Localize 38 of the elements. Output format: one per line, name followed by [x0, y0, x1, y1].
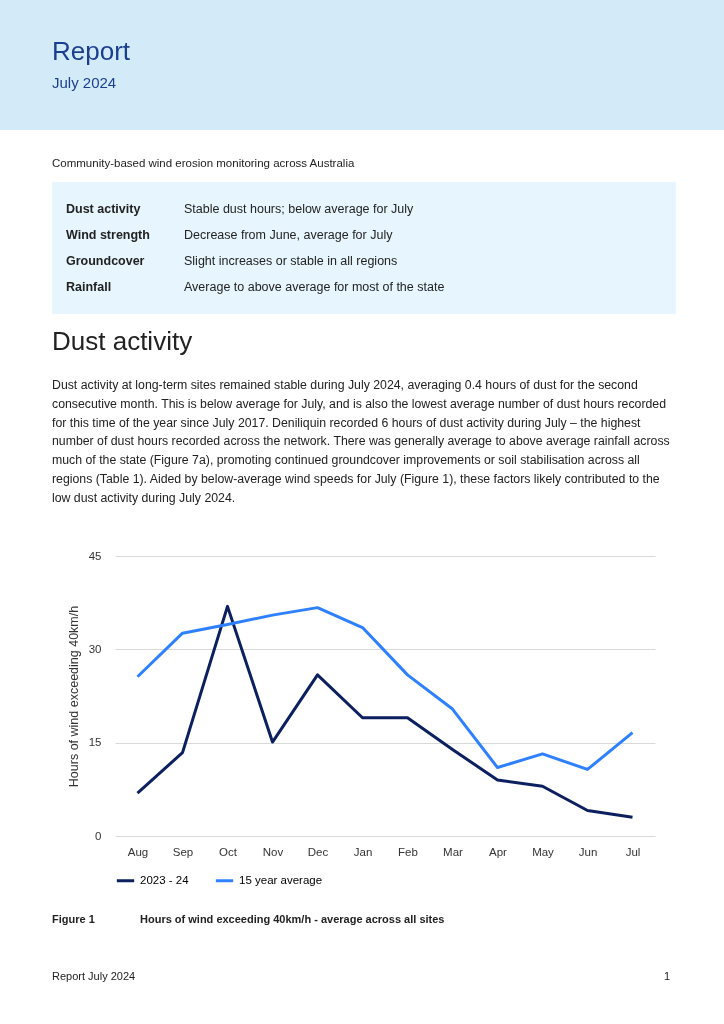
x-tick-label: Sep — [172, 845, 194, 858]
x-tick-label: Apr — [489, 845, 508, 858]
line-series — [136, 604, 634, 819]
y-tick-label: 15 — [88, 736, 102, 749]
y-tick-label: 45 — [88, 549, 102, 562]
caption: Figure 1 — [52, 913, 95, 925]
text: Stable dust hours; below average for July — [184, 202, 414, 216]
text: Average to above average for most of the state — [184, 280, 445, 294]
x-tick-label: Dec — [307, 845, 329, 858]
legend-label: 2023 - 24 — [140, 873, 190, 886]
y-axis-title: Hours of wind exceeding 40km/h — [66, 605, 81, 788]
text: Dust activity — [66, 202, 141, 216]
x-tick-label: Jan — [353, 845, 373, 858]
line-series — [136, 606, 634, 771]
x-tick-label: Mar — [443, 845, 464, 858]
text: 1 — [664, 970, 671, 982]
x-tick-label: May — [532, 845, 555, 858]
text: Dust activity — [52, 326, 193, 357]
text: Report July 2024 — [52, 970, 136, 982]
x-tick-label: Aug — [127, 845, 149, 858]
x-tick-label: Feb — [398, 845, 418, 858]
text: Community-based wind erosion monitoring across Australia — [52, 157, 355, 169]
x-tick-label: Jun — [578, 845, 598, 858]
text: Wind strength — [66, 228, 150, 242]
chart-title: Report — [52, 36, 131, 67]
text: Hours of wind exceeding 40km/h - average across all sites — [140, 913, 445, 925]
x-tick-label: Oct — [219, 845, 238, 858]
text: Dust activity at long-term sites remained stable during July 2024, averaging 0.4 hours of dust for the second consecutive month. This is below average for July, and is also the lowest average number of dust hours recorded for this time of the year since July 2017. Deniliquin recorded 6 hours of dust activity during July – the highest number of dust hours recorded across the network. There was generally average to above average rainfall across much of the state (Figure 7a), promoting continued groundcover improvements or soil stabilisation across all regions (Table 1). Aided by below-average wind speeds for July (Figure 1), these factors likely contributed to the low dust activity during July 2024. — [52, 377, 671, 507]
text: Rainfall — [66, 280, 112, 294]
y-tick-label: 0 — [95, 829, 102, 842]
text: Slight increases or stable in all regions — [184, 254, 398, 268]
y-tick-label: 30 — [88, 642, 102, 655]
chart-subtitle: July 2024 — [52, 74, 117, 91]
text: Decrease from June, average for July — [184, 228, 393, 242]
x-tick-label: Jul — [625, 845, 641, 858]
legend-label: 15 year average — [239, 873, 323, 886]
text: Groundcover — [66, 254, 145, 268]
x-tick-label: Nov — [262, 845, 284, 858]
